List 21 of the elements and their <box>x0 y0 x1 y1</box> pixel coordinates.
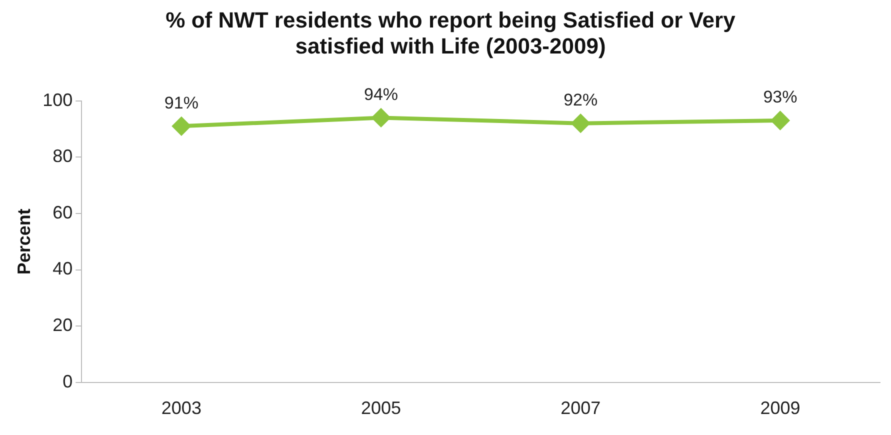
data-label: 91% <box>164 93 198 112</box>
point <box>572 114 590 132</box>
y-tick-label: 40 <box>52 258 73 279</box>
text: satisfied with Life (2003-2009) <box>295 34 606 59</box>
y-tick-label: 60 <box>52 202 73 222</box>
y-tick-label: 0 <box>62 371 73 392</box>
data-label: 92% <box>564 90 598 110</box>
text: % of NWT residents who report being Satisfied or Very <box>166 7 736 32</box>
x-tick-label: 2005 <box>360 398 402 418</box>
y-tick-label: 100 <box>42 90 73 110</box>
x-tick-label: 2007 <box>560 398 601 418</box>
data-label: 93% <box>763 88 798 107</box>
y-tick-label: 20 <box>52 315 73 336</box>
point <box>372 108 390 127</box>
x-tick-label: 2003 <box>161 398 202 418</box>
x-tick-label: 2009 <box>760 398 800 418</box>
y-tick-label: 80 <box>52 146 73 166</box>
point <box>172 117 190 136</box>
data-label: 94% <box>364 84 398 104</box>
point <box>771 112 790 130</box>
y-axis-title: Percent <box>14 208 34 275</box>
